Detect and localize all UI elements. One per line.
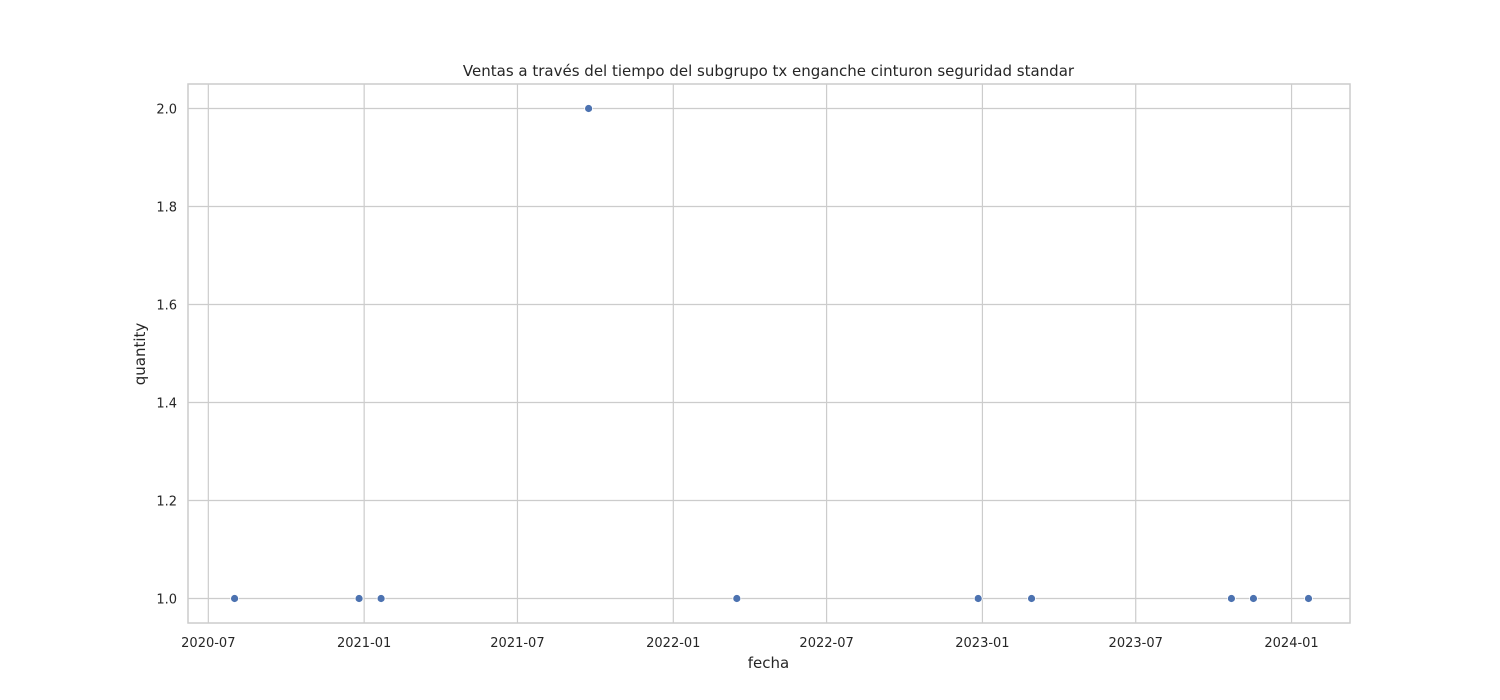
y-axis-label: quantity — [131, 323, 149, 386]
x-tick-labels: 2020-07 2021-01 2021-07 2022-01 2022-07 2023-… — [181, 636, 1319, 651]
x-tick-label: 2023-01 — [955, 636, 1009, 651]
data-point — [584, 104, 594, 113]
y-tick-label: 1.6 — [156, 299, 177, 314]
x-tick-label: 2022-07 — [799, 636, 853, 651]
y-tick-label: 1.8 — [156, 201, 177, 216]
data-point — [973, 594, 983, 603]
data-point — [732, 594, 742, 603]
x-tick-label: 2022-01 — [646, 636, 700, 651]
data-point — [354, 594, 364, 603]
data-point — [1227, 594, 1236, 603]
data-point — [376, 594, 386, 603]
x-tick-label: 2023-07 — [1109, 636, 1163, 651]
data-points — [230, 104, 1313, 603]
y-tick-label: 1.2 — [156, 495, 177, 510]
y-tick-label: 1.0 — [156, 593, 177, 608]
x-tick-label: 2021-01 — [337, 636, 391, 651]
x-tick-label: 2020-07 — [181, 636, 235, 651]
chart-title: Ventas a través del tiempo del subgrupo … — [463, 62, 1075, 80]
y-tick-label: 2.0 — [156, 103, 177, 118]
y-tick-labels: 1.0 1.2 1.4 1.6 1.8 2.0 — [156, 103, 177, 608]
x-tick-label: 2024-01 — [1264, 636, 1318, 651]
y-gridlines — [188, 107, 1350, 600]
data-point — [1304, 594, 1313, 603]
data-point — [1027, 594, 1036, 603]
data-point — [1249, 594, 1258, 603]
x-tick-label: 2021-07 — [490, 636, 544, 651]
plot-frame — [187, 83, 1351, 624]
x-axis-label: fecha — [748, 654, 789, 672]
x-gridlines — [207, 84, 1293, 623]
data-point — [230, 594, 239, 603]
y-tick-label: 1.4 — [156, 397, 177, 412]
